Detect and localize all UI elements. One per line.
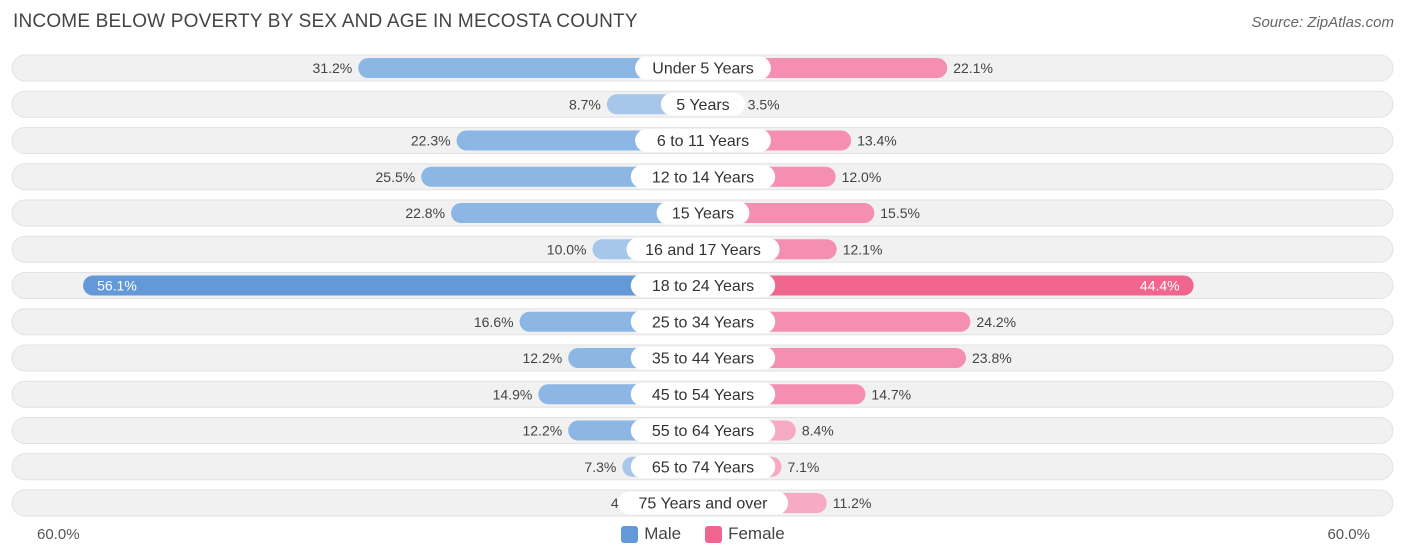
male-value-label: 16.6% [474,314,514,330]
category-label: 45 to 54 Years [652,387,754,404]
category-label-pill [635,129,771,152]
female-value-label: 12.0% [842,169,882,185]
female-value-label: 11.2% [833,495,872,511]
category-label-pill [630,346,776,370]
category-label: 6 to 11 Years [657,133,749,150]
female-value-label: 22.1% [953,60,993,76]
category-label: 35 to 44 Years [652,351,754,368]
category-label-pill [660,92,746,116]
legend-male-swatch [621,525,639,543]
male-value-label: 12.2% [522,423,562,439]
female-value-label: 15.5% [880,205,920,221]
category-label: 75 Years and over [639,496,769,513]
legend-female-swatch [705,525,723,543]
chart-title: INCOME BELOW POVERTY BY SEX AND AGE IN M… [13,11,638,32]
category-label-pill [630,274,776,297]
category-label-pill [656,201,750,225]
female-value-label: 12.1% [843,241,883,257]
male-bar[interactable] [358,58,703,78]
category-label: 25 to 34 Years [652,314,754,331]
legend-female[interactable]: Female [705,524,785,544]
category-label-pill [630,165,776,189]
category-label-pill [630,310,776,334]
female-value-label: 8.4% [802,423,834,439]
male-value-label: 8.7% [569,96,601,112]
category-label: 18 to 24 Years [652,278,754,295]
male-bar[interactable] [83,275,704,296]
category-label: 12 to 14 Years [652,169,754,186]
male-value-label: 10.0% [547,241,587,257]
female-value-label: 14.7% [871,386,911,402]
male-value-label: 14.9% [493,386,533,402]
category-label: 15 Years [672,206,734,223]
female-value-label: 24.2% [976,314,1016,330]
axis-right-label: 60.0% [1327,526,1370,543]
male-value-label: 22.8% [405,205,445,221]
male-value-label: 25.5% [376,169,416,185]
female-value-label: 3.5% [748,96,780,112]
legend-male-label: Male [644,524,682,543]
source-label: Source: ZipAtlas.com [1251,14,1394,31]
male-value-label: 12.2% [522,350,562,366]
category-label-pill [617,491,789,515]
female-value-label: 44.4% [1140,278,1180,294]
male-bar[interactable] [451,203,703,223]
male-value-label: 22.3% [411,133,451,149]
axis-left-label: 60.0% [37,526,80,543]
category-label: Under 5 Years [652,61,753,78]
female-value-label: 23.8% [972,350,1012,366]
female-value-label: 13.4% [857,133,897,149]
legend: Male Female [0,524,1406,544]
female-bar[interactable] [703,275,1194,296]
male-value-label: 56.1% [97,278,137,294]
male-value-label: 7.3% [584,459,616,475]
chart-area: 31.2% 22.1% Under 5 Years 8.7% 3.5% 5 Years 22… [11,54,1394,517]
female-value-label: 7.1% [787,459,819,475]
legend-female-label: Female [728,524,785,543]
category-label: 5 Years [676,97,729,114]
male-value-label: 31.2% [313,60,353,76]
category-label: 55 to 64 Years [652,423,754,440]
category-label-pill [630,382,776,406]
category-label-pill [630,419,776,442]
category-label-pill [635,56,771,80]
legend-male[interactable]: Male [621,524,681,544]
category-label: 65 to 74 Years [652,459,754,476]
category-label: 16 and 17 Years [645,242,761,259]
category-label-pill [630,455,776,479]
category-label-pill [626,237,780,261]
